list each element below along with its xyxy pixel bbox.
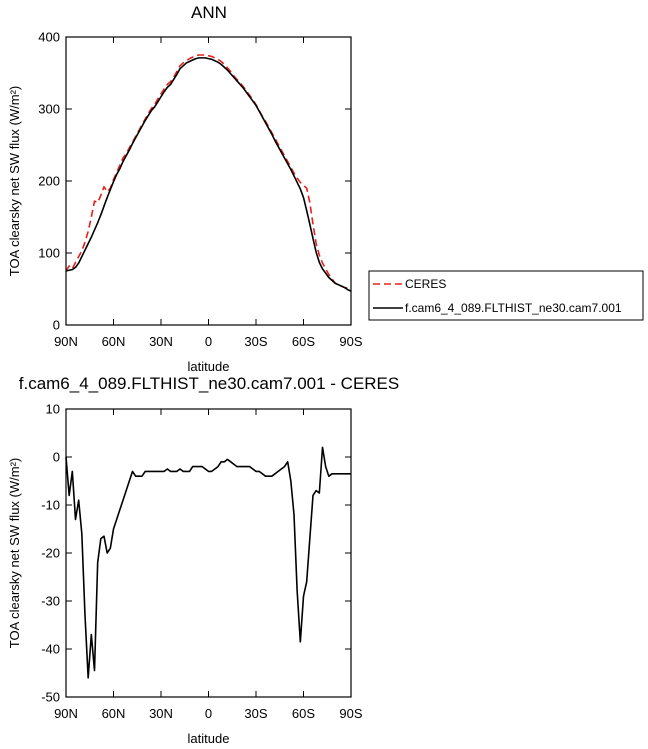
bottom-x-tick-label: 30N bbox=[149, 706, 173, 721]
top-x-tick-label: 30N bbox=[149, 334, 173, 349]
top-plot-frame bbox=[65, 36, 352, 326]
top-y-tick-label: 100 bbox=[38, 246, 60, 261]
bottom-y-axis-label: TOA clearsky net SW flux (W/m²) bbox=[7, 458, 22, 648]
bottom-y-tick-label: -30 bbox=[41, 594, 60, 609]
bottom-y-tick-label: -20 bbox=[41, 546, 60, 561]
bottom-y-tick-label: -10 bbox=[41, 498, 60, 513]
bottom-x-tick-label: 60N bbox=[102, 706, 126, 721]
top-y-axis-label: TOA clearsky net SW flux (W/m²) bbox=[7, 86, 22, 276]
top-x-tick-label: 30S bbox=[244, 334, 267, 349]
bottom-x-axis-label: latitude bbox=[188, 731, 230, 746]
bottom-x-tick-label: 30S bbox=[244, 706, 267, 721]
legend-label-ceres: CERES bbox=[405, 277, 446, 291]
top-y-tick-label: 0 bbox=[53, 318, 60, 333]
legend-label-model: f.cam6_4_089.FLTHIST_ne30.cam7.001 bbox=[405, 301, 622, 315]
top-x-tick-label: 90N bbox=[54, 334, 78, 349]
top-chart-title: ANN bbox=[191, 3, 227, 22]
top-y-tick-label: 400 bbox=[38, 30, 60, 45]
top-x-tick-label: 0 bbox=[205, 334, 212, 349]
bottom-y-axis-label-text: TOA clearsky net SW flux (W/m²) bbox=[7, 458, 22, 648]
bottom-series-line-0 bbox=[65, 446, 351, 679]
bottom-y-tick-label: 10 bbox=[46, 402, 60, 417]
bottom-difference-chart: f.cam6_4_089.FLTHIST_ne30.cam7.001 - CER… bbox=[7, 374, 399, 746]
bottom-x-tick-label: 0 bbox=[205, 706, 212, 721]
top-x-tick-label: 60N bbox=[102, 334, 126, 349]
top-y-axis-label-text: TOA clearsky net SW flux (W/m²) bbox=[7, 86, 22, 276]
top-series-line-1 bbox=[65, 57, 352, 292]
top-series-line-0 bbox=[65, 54, 352, 290]
bottom-x-tick-label: 60S bbox=[292, 706, 315, 721]
top-x-tick-label: 90S bbox=[339, 334, 362, 349]
top-line-chart: ANN 90N 60N 30N 0 30S 60S 90S 0 100 200 300 400 lat… bbox=[7, 3, 363, 374]
top-y-tick-label: 200 bbox=[38, 174, 60, 189]
legend-box bbox=[368, 270, 644, 321]
legend: CERES f.cam6_4_089.FLTHIST_ne30.cam7.001 bbox=[368, 270, 644, 321]
top-y-tick-label: 300 bbox=[38, 102, 60, 117]
bottom-y-tick-label: -50 bbox=[41, 690, 60, 705]
bottom-chart-title: f.cam6_4_089.FLTHIST_ne30.cam7.001 - CER… bbox=[19, 374, 399, 393]
bottom-y-tick-label: 0 bbox=[53, 450, 60, 465]
bottom-x-tick-label: 90S bbox=[339, 706, 362, 721]
top-x-axis-label: latitude bbox=[188, 359, 230, 374]
top-x-tick-label: 60S bbox=[292, 334, 315, 349]
bottom-y-tick-label: -40 bbox=[41, 642, 60, 657]
bottom-x-tick-label: 90N bbox=[54, 706, 78, 721]
